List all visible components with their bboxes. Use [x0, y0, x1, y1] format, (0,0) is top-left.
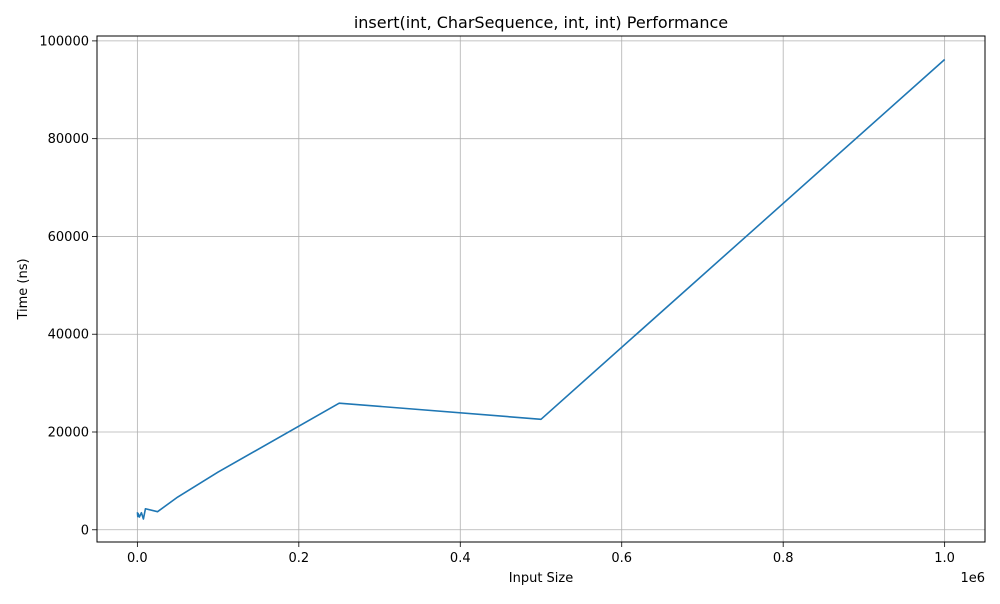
x-tick-label: 0.2: [288, 551, 309, 566]
y-tick-label: 40000: [48, 328, 89, 343]
series-line: [136, 58, 946, 520]
x-tick-label: 0.4: [450, 551, 471, 566]
plot-frame: [96, 35, 986, 543]
x-axis-offset-label: 1e6: [960, 571, 985, 586]
y-tick-label: 60000: [48, 230, 89, 245]
y-tick-label: 0: [81, 523, 89, 538]
y-tick-label: 80000: [48, 132, 89, 147]
y-axis-label: Time (ns): [16, 258, 31, 320]
series-layer: [136, 58, 946, 520]
x-axis-ticks: 0.0 0.2 0.4 0.6 0.8 1.0: [127, 542, 955, 566]
chart-title: insert(int, CharSequence, int, int) Perf…: [354, 13, 728, 32]
x-tick-label: 0.0: [127, 551, 148, 566]
y-tick-label: 100000: [39, 34, 89, 49]
y-tick-label: 20000: [48, 426, 89, 441]
x-tick-label: 1.0: [934, 551, 955, 566]
x-tick-label: 0.8: [773, 551, 794, 566]
x-axis-label: Input Size: [509, 571, 573, 586]
x-tick-label: 0.6: [611, 551, 632, 566]
y-axis-ticks: 0 20000 40000 60000 80000 100000: [39, 34, 97, 538]
grid: [97, 36, 985, 542]
